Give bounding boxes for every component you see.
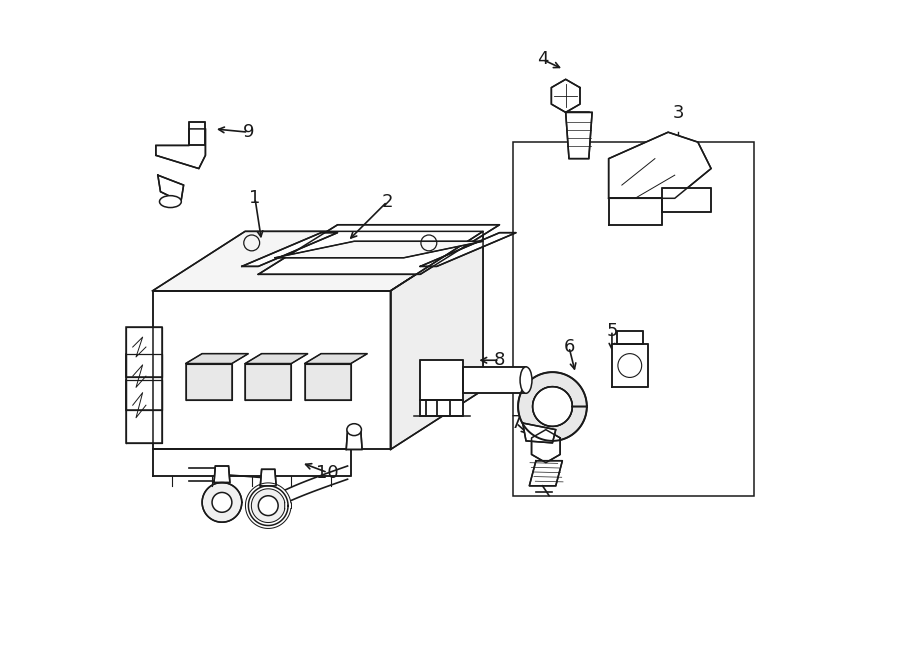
- Polygon shape: [248, 486, 288, 525]
- Text: 4: 4: [536, 50, 548, 69]
- Polygon shape: [214, 466, 230, 483]
- Polygon shape: [617, 330, 643, 344]
- Polygon shape: [153, 449, 351, 476]
- Polygon shape: [126, 354, 163, 410]
- Circle shape: [533, 387, 572, 426]
- Circle shape: [212, 492, 232, 512]
- Polygon shape: [523, 423, 556, 443]
- Polygon shape: [346, 430, 362, 449]
- Polygon shape: [566, 112, 592, 159]
- Polygon shape: [153, 291, 391, 449]
- Circle shape: [258, 496, 278, 516]
- Text: 2: 2: [382, 192, 393, 211]
- Bar: [513, 142, 754, 496]
- Polygon shape: [532, 430, 560, 463]
- Polygon shape: [464, 367, 526, 393]
- Text: 10: 10: [317, 463, 339, 482]
- Polygon shape: [153, 231, 483, 291]
- Polygon shape: [420, 233, 516, 266]
- Polygon shape: [608, 198, 662, 225]
- Polygon shape: [245, 364, 292, 400]
- Polygon shape: [260, 469, 276, 486]
- Text: 5: 5: [607, 321, 617, 340]
- Polygon shape: [189, 122, 205, 145]
- Text: 3: 3: [672, 104, 684, 122]
- Ellipse shape: [159, 196, 181, 208]
- Ellipse shape: [346, 424, 362, 436]
- Text: 1: 1: [249, 189, 261, 208]
- Polygon shape: [185, 354, 248, 364]
- Polygon shape: [608, 132, 711, 198]
- Polygon shape: [156, 129, 205, 169]
- Text: 6: 6: [563, 338, 575, 356]
- Polygon shape: [126, 380, 163, 443]
- Polygon shape: [245, 354, 308, 364]
- Polygon shape: [612, 344, 648, 387]
- Text: 8: 8: [494, 351, 505, 369]
- Polygon shape: [420, 360, 464, 400]
- Polygon shape: [274, 241, 483, 258]
- Text: 9: 9: [243, 123, 254, 141]
- Polygon shape: [529, 461, 562, 486]
- Polygon shape: [552, 79, 580, 112]
- Polygon shape: [518, 372, 587, 441]
- Polygon shape: [662, 188, 711, 212]
- Polygon shape: [258, 225, 500, 274]
- Polygon shape: [391, 231, 483, 449]
- Ellipse shape: [520, 367, 532, 393]
- Polygon shape: [304, 354, 367, 364]
- Polygon shape: [126, 327, 163, 377]
- Polygon shape: [185, 364, 232, 400]
- Polygon shape: [242, 233, 338, 266]
- Polygon shape: [158, 175, 184, 202]
- Polygon shape: [202, 483, 242, 522]
- Polygon shape: [304, 364, 351, 400]
- Text: 7: 7: [510, 414, 522, 432]
- Polygon shape: [420, 400, 464, 416]
